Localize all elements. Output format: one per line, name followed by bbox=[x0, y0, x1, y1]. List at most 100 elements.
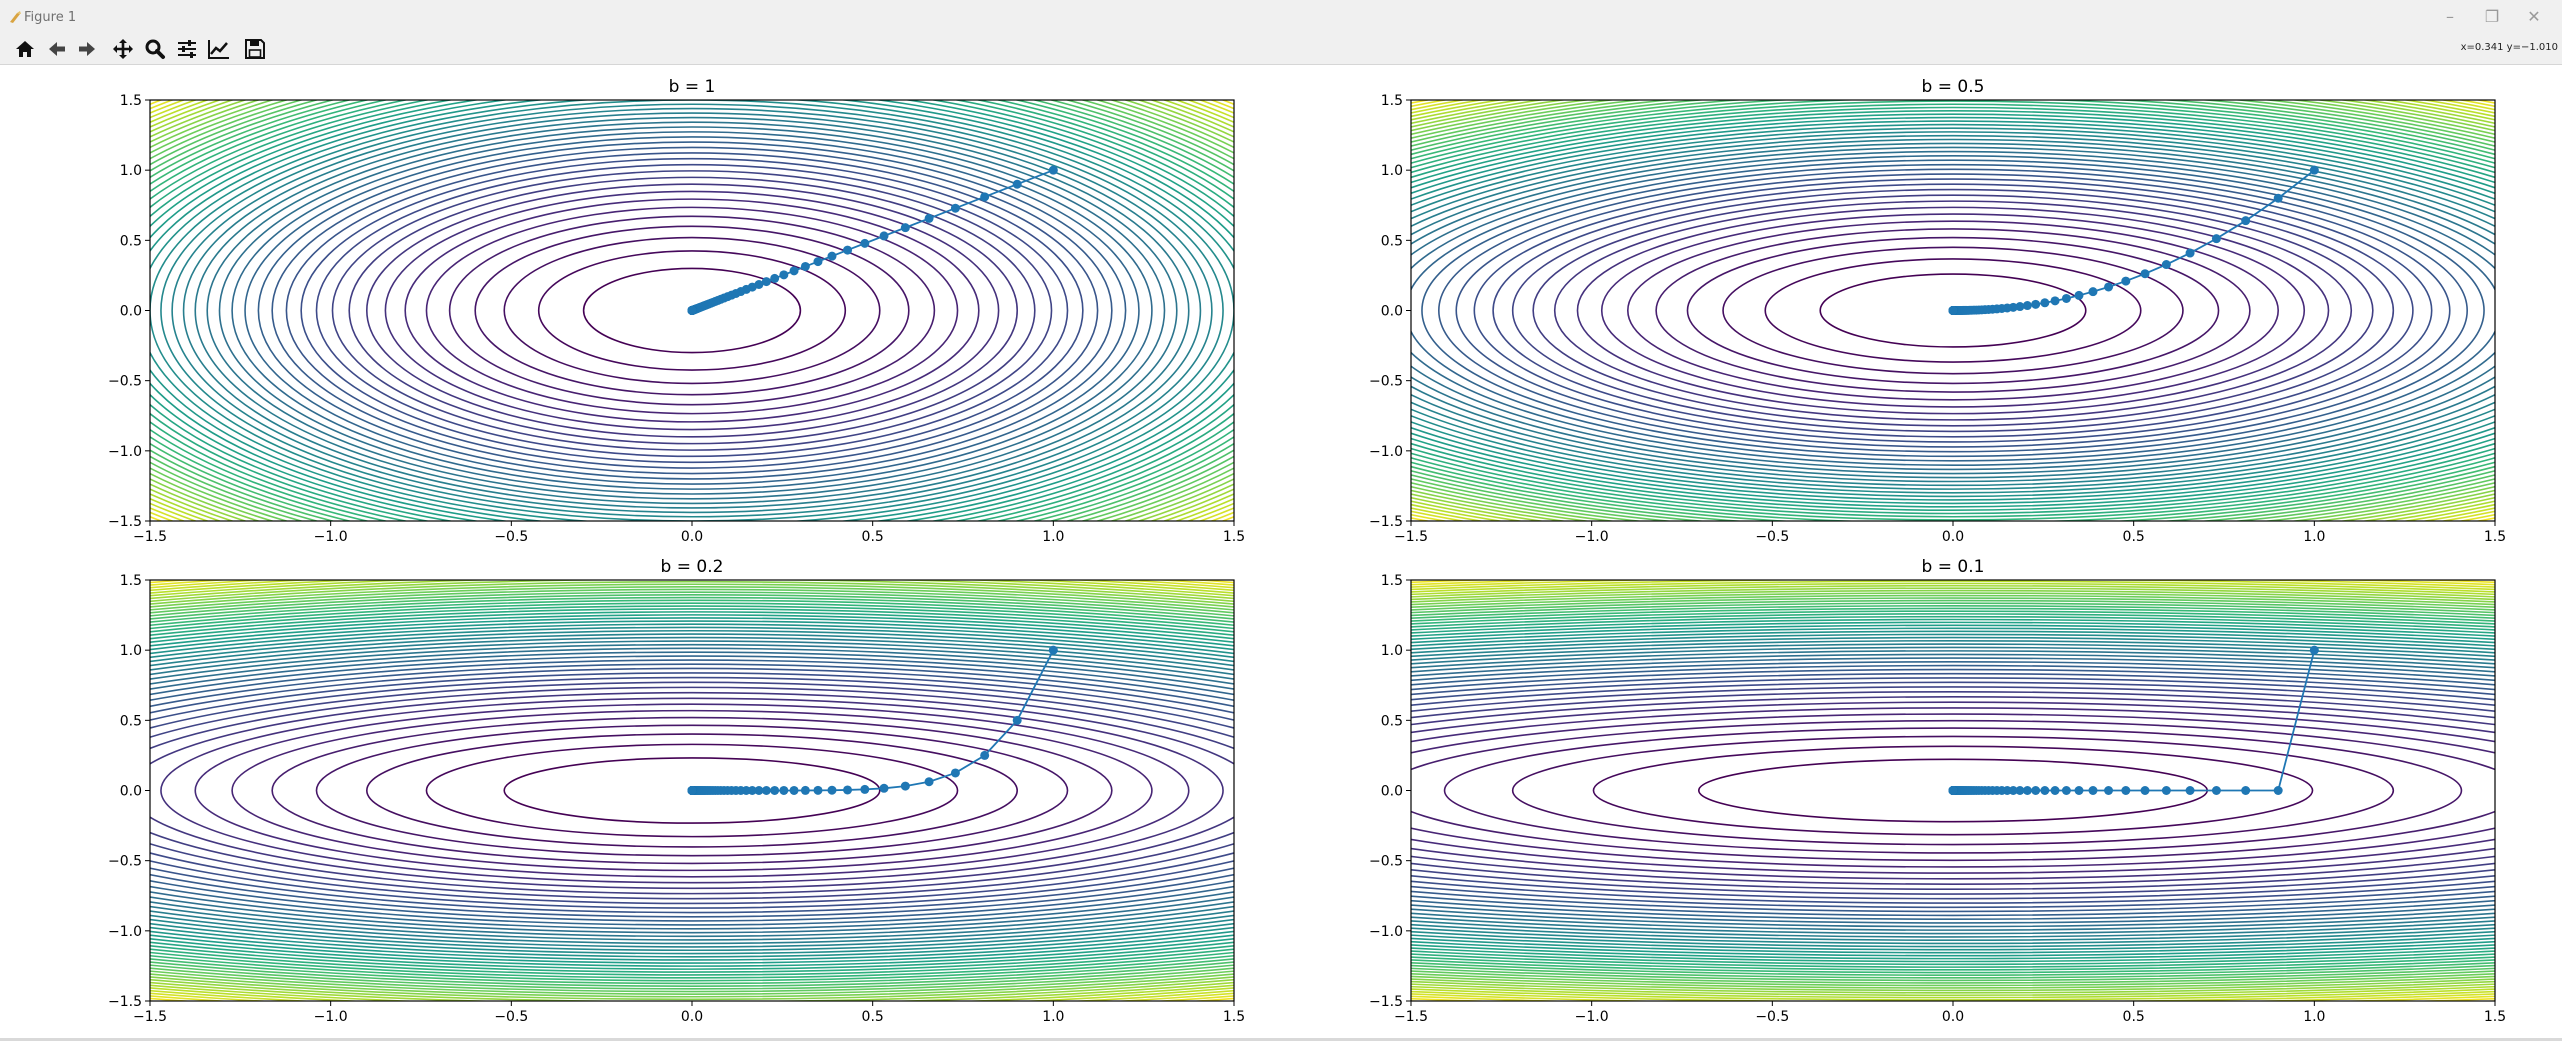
subplot-4[interactable]: −1.5 −1.0 −0.5 0.0 0.5 1.0 1.5 −1.5 −1.0 −0.5 0.0 0… bbox=[155, 557, 2562, 1025]
descent-point bbox=[2185, 786, 2195, 795]
contour-level bbox=[150, 633, 1234, 948]
descent-point bbox=[2104, 282, 2114, 292]
contour-level bbox=[1411, 582, 2495, 999]
contour-level bbox=[300, 157, 1084, 464]
contour-level bbox=[1492, 183, 2414, 438]
x-tick-label: −1.5 bbox=[1394, 529, 1428, 545]
figure-svg[interactable]: −1.5 −1.0 −0.5 0.0 0.5 1.0 1.5 −1.5 −1.0 −0.5 0.0 0… bbox=[0, 65, 2562, 1038]
descent-point bbox=[800, 261, 810, 271]
contour-level bbox=[1411, 646, 2495, 935]
contour-level bbox=[425, 206, 959, 415]
save-button[interactable] bbox=[242, 37, 268, 61]
descent-point bbox=[900, 223, 910, 233]
contour-level bbox=[1411, 110, 2495, 511]
home-button[interactable] bbox=[12, 37, 38, 61]
edit-axes-button[interactable] bbox=[206, 37, 232, 61]
descent-point bbox=[950, 768, 960, 778]
minimize-button[interactable]: – bbox=[2446, 7, 2454, 26]
floppy-disk-icon bbox=[245, 39, 265, 59]
descent-point bbox=[1948, 786, 1958, 795]
contour-level bbox=[1421, 163, 2485, 458]
contour-level bbox=[1411, 696, 2495, 885]
x-tick-label: 0.5 bbox=[862, 529, 884, 545]
x-tick-label: −1.5 bbox=[1394, 1009, 1428, 1025]
figure-canvas[interactable]: −1.5 −1.0 −0.5 0.0 0.5 1.0 1.5 −1.5 −1.0 −0.5 0.0 0… bbox=[0, 65, 2562, 1041]
close-button[interactable]: ✕ bbox=[2516, 6, 2552, 28]
contour-level bbox=[150, 676, 1234, 905]
contour-level bbox=[1411, 640, 2495, 941]
contour-level bbox=[150, 588, 1234, 993]
descent-point bbox=[900, 781, 910, 791]
contour-level bbox=[425, 743, 959, 838]
contour-level bbox=[1411, 100, 2495, 521]
contour-level bbox=[1411, 690, 2495, 891]
contour-level bbox=[150, 583, 1234, 998]
contour-level bbox=[503, 236, 881, 385]
x-tick-label: 1.5 bbox=[1223, 1009, 1245, 1025]
descent-point bbox=[754, 785, 764, 795]
contour-level bbox=[1411, 594, 2495, 987]
contour-level bbox=[182, 112, 1202, 509]
x-tick-label: −0.5 bbox=[494, 1009, 528, 1025]
contour-level bbox=[1411, 677, 2495, 904]
contour-lines bbox=[150, 100, 1234, 521]
forward-button[interactable] bbox=[74, 37, 100, 61]
sliders-icon bbox=[178, 40, 196, 58]
descent-path bbox=[1948, 645, 2319, 795]
y-tick-label: 1.5 bbox=[120, 93, 142, 109]
descent-point bbox=[860, 238, 870, 248]
contour-level bbox=[150, 640, 1234, 941]
descent-point bbox=[1012, 179, 1022, 189]
window-titlebar: Figure 1 – ❐ ✕ bbox=[0, 0, 2562, 35]
y-tick-label: 1.5 bbox=[120, 573, 142, 589]
y-tick-label: 0.0 bbox=[120, 304, 142, 320]
maximize-button[interactable]: ❐ bbox=[2474, 6, 2510, 28]
subplot-title: b = 0.5 bbox=[1922, 77, 1985, 97]
contour-level bbox=[1411, 672, 2495, 909]
contour-level bbox=[1411, 686, 2495, 895]
contour-level bbox=[1443, 727, 2463, 854]
contour-level bbox=[1438, 168, 2468, 453]
y-tick-label: −1.5 bbox=[108, 994, 142, 1010]
contour-level bbox=[1576, 206, 2330, 415]
y-tick-label: −1.0 bbox=[108, 924, 142, 940]
y-tick-label: 0.5 bbox=[120, 233, 142, 249]
contour-level bbox=[1411, 127, 2495, 494]
descent-point bbox=[827, 251, 837, 261]
contour-level bbox=[1553, 200, 2353, 421]
contour-level bbox=[150, 586, 1234, 995]
contour-level bbox=[1411, 131, 2495, 490]
descent-point bbox=[2273, 193, 2283, 203]
contour-level bbox=[150, 605, 1234, 976]
contour-level bbox=[1411, 120, 2495, 501]
descent-point bbox=[813, 257, 823, 267]
contour-level bbox=[150, 611, 1234, 970]
descent-path bbox=[687, 165, 1058, 315]
pan-button[interactable] bbox=[110, 37, 136, 61]
arrow-left-icon bbox=[49, 42, 65, 56]
descent-point bbox=[770, 785, 780, 795]
back-button[interactable] bbox=[44, 37, 70, 61]
contour-level bbox=[150, 647, 1234, 934]
descent-point bbox=[2015, 786, 2025, 795]
descent-point bbox=[761, 785, 771, 795]
y-tick-label: 0.0 bbox=[1381, 304, 1403, 320]
subplot-2[interactable]: −1.5 −1.0 −0.5 0.0 0.5 1.0 1.5 −1.5 −1.0 −0.5 0.0 0… bbox=[1014, 65, 2562, 568]
zoom-button[interactable] bbox=[142, 37, 168, 61]
contour-level bbox=[1411, 610, 2495, 971]
descent-point bbox=[2121, 786, 2131, 795]
contour-level bbox=[160, 697, 1224, 884]
contour-level bbox=[150, 100, 1234, 521]
y-tick-label: −1.0 bbox=[1369, 924, 1403, 940]
descent-point bbox=[924, 777, 934, 787]
contour-level bbox=[1627, 220, 2280, 401]
descent-point bbox=[2088, 287, 2098, 297]
configure-subplots-button[interactable] bbox=[174, 37, 200, 61]
home-icon bbox=[16, 41, 34, 57]
contour-level bbox=[1411, 150, 2495, 471]
subplot-1[interactable]: −1.5 −1.0 −0.5 0.0 0.5 1.0 1.5 −1.5 −1.0 −0.5 0.0 0… bbox=[0, 65, 1459, 608]
subplot-3[interactable]: −1.5 −1.0 −0.5 0.0 0.5 1.0 1.5 −1.5 −1.0 −0.5 0.0 0… bbox=[0, 557, 2020, 1025]
y-tick-label: 1.0 bbox=[120, 643, 142, 659]
contour-level bbox=[150, 100, 1234, 521]
contour-level bbox=[582, 267, 802, 354]
